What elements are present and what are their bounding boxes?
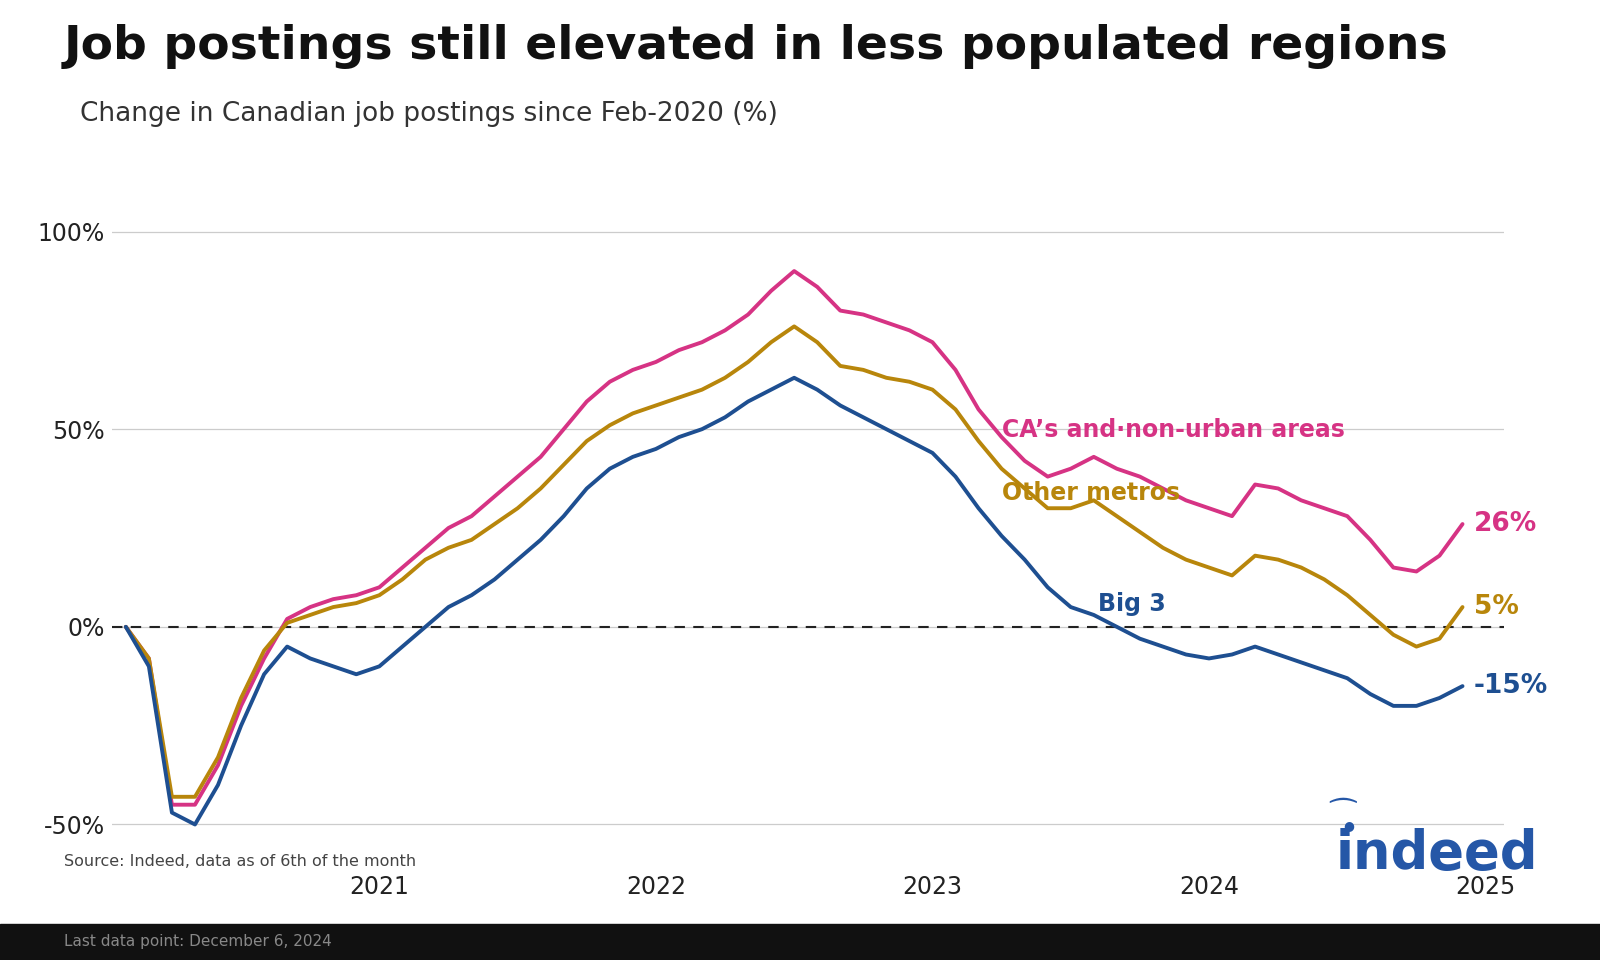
Text: Source: Indeed, data as of 6th of the month: Source: Indeed, data as of 6th of the mo… bbox=[64, 853, 416, 869]
Text: ●: ● bbox=[1344, 819, 1354, 832]
Text: Job postings still elevated in less populated regions: Job postings still elevated in less popu… bbox=[64, 24, 1448, 69]
Text: 5%: 5% bbox=[1474, 594, 1518, 620]
Text: CA’s and·non-urban areas: CA’s and·non-urban areas bbox=[1002, 419, 1344, 443]
Text: ⁀: ⁀ bbox=[1331, 804, 1355, 832]
Text: Last data point: December 6, 2024: Last data point: December 6, 2024 bbox=[64, 934, 331, 949]
Text: Change in Canadian job postings since Feb-2020 (%): Change in Canadian job postings since Fe… bbox=[80, 101, 778, 127]
Text: Other metros: Other metros bbox=[1002, 481, 1179, 505]
Text: -15%: -15% bbox=[1474, 673, 1547, 699]
Text: 26%: 26% bbox=[1474, 511, 1538, 537]
Text: indeed: indeed bbox=[1336, 828, 1539, 880]
Text: Big 3: Big 3 bbox=[1098, 592, 1166, 616]
